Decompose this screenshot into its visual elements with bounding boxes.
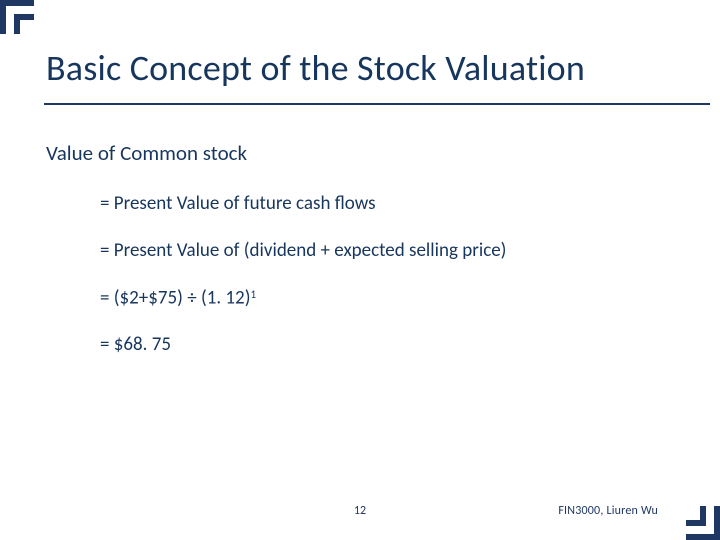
formula-base: = ($2+$75) ÷ (1. 12)	[100, 286, 250, 309]
eq-line-2: = Present Value of (dividend + expected …	[100, 239, 680, 262]
title-underline	[44, 103, 710, 105]
eq-line-result: = $68. 75	[100, 333, 680, 356]
eq-line-formula: = ($2+$75) ÷ (1. 12)1	[100, 286, 680, 309]
footer-credit: FIN3000, Liuren Wu	[558, 504, 658, 518]
formula-exponent: 1	[250, 288, 256, 301]
eq-line-1: = Present Value of future cash flows	[100, 192, 680, 215]
body-lead: Value of Common stock	[46, 140, 680, 166]
slide-body: Value of Common stock = Present Value of…	[46, 140, 680, 380]
slide-title: Basic Concept of the Stock Valuation	[46, 46, 690, 90]
